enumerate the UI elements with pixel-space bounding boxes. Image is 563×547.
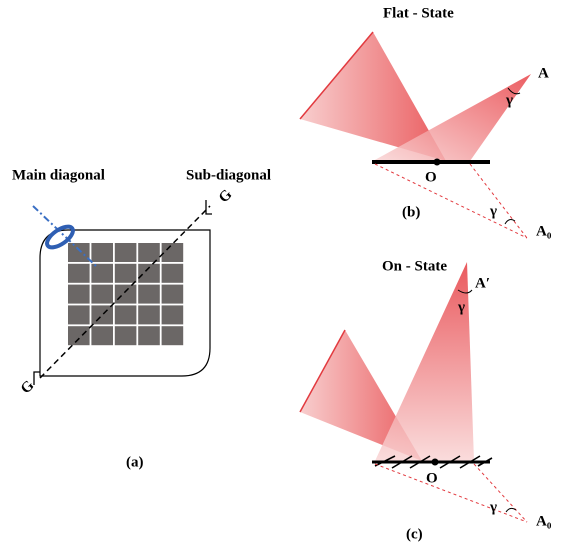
label: γ xyxy=(505,92,513,108)
pixel xyxy=(162,243,184,262)
beam xyxy=(375,262,474,461)
origin-dot xyxy=(432,459,439,466)
sub-diagonal-line xyxy=(40,206,210,378)
label: γ xyxy=(489,499,497,515)
pixel xyxy=(138,243,160,262)
panel-b: Flat - State A γ O γ A₀ (b) xyxy=(300,5,552,239)
pixel xyxy=(138,285,160,304)
label: O xyxy=(426,470,438,486)
label: γ xyxy=(457,299,465,315)
pixel xyxy=(162,264,184,283)
pixel xyxy=(68,285,90,304)
pixel xyxy=(91,326,113,345)
label: A₀ xyxy=(536,223,552,239)
pixel xyxy=(115,243,137,262)
angle-arc xyxy=(505,220,515,224)
dashed-ray xyxy=(470,164,527,238)
pixel xyxy=(138,264,160,283)
pixel xyxy=(162,326,184,345)
pixel xyxy=(162,305,184,324)
label: A xyxy=(538,65,549,81)
label: A′ xyxy=(475,275,490,291)
pixel xyxy=(68,264,90,283)
g-marker xyxy=(34,372,40,385)
pixel xyxy=(91,264,113,283)
dashed-ray xyxy=(375,164,527,238)
pixel-grid xyxy=(68,243,183,345)
caption: (a) xyxy=(126,454,144,470)
caption: (c) xyxy=(406,526,423,542)
caption: (b) xyxy=(402,204,420,220)
pixel xyxy=(91,285,113,304)
label: Sub-diagonal xyxy=(186,167,271,183)
pixel xyxy=(115,326,137,345)
pixel xyxy=(115,285,137,304)
origin-dot xyxy=(434,159,441,166)
figure: Main diagonal Sub-diagonal G G (a) Flat … xyxy=(0,0,563,547)
dashed-ray xyxy=(474,464,527,522)
title: Flat - State xyxy=(383,5,454,21)
label: G xyxy=(216,186,236,206)
pixel xyxy=(91,305,113,324)
pixel xyxy=(115,305,137,324)
pixel xyxy=(115,264,137,283)
dashed-ray xyxy=(375,464,527,522)
pixel xyxy=(138,305,160,324)
pixel xyxy=(68,305,90,324)
pixel xyxy=(162,285,184,304)
pixel xyxy=(91,243,113,262)
pixel xyxy=(68,326,90,345)
label: Main diagonal xyxy=(12,167,105,183)
label: γ xyxy=(489,203,497,219)
panel-c: On - State A′ γ O γ A₀ (c) xyxy=(300,258,552,542)
label: O xyxy=(425,169,437,185)
pixel xyxy=(138,326,160,345)
label: A₀ xyxy=(536,513,552,529)
title: On - State xyxy=(382,258,447,274)
panel-a: Main diagonal Sub-diagonal G G (a) xyxy=(12,167,271,470)
pixel xyxy=(68,243,90,262)
label: G xyxy=(18,377,38,397)
angle-arc xyxy=(506,508,516,512)
